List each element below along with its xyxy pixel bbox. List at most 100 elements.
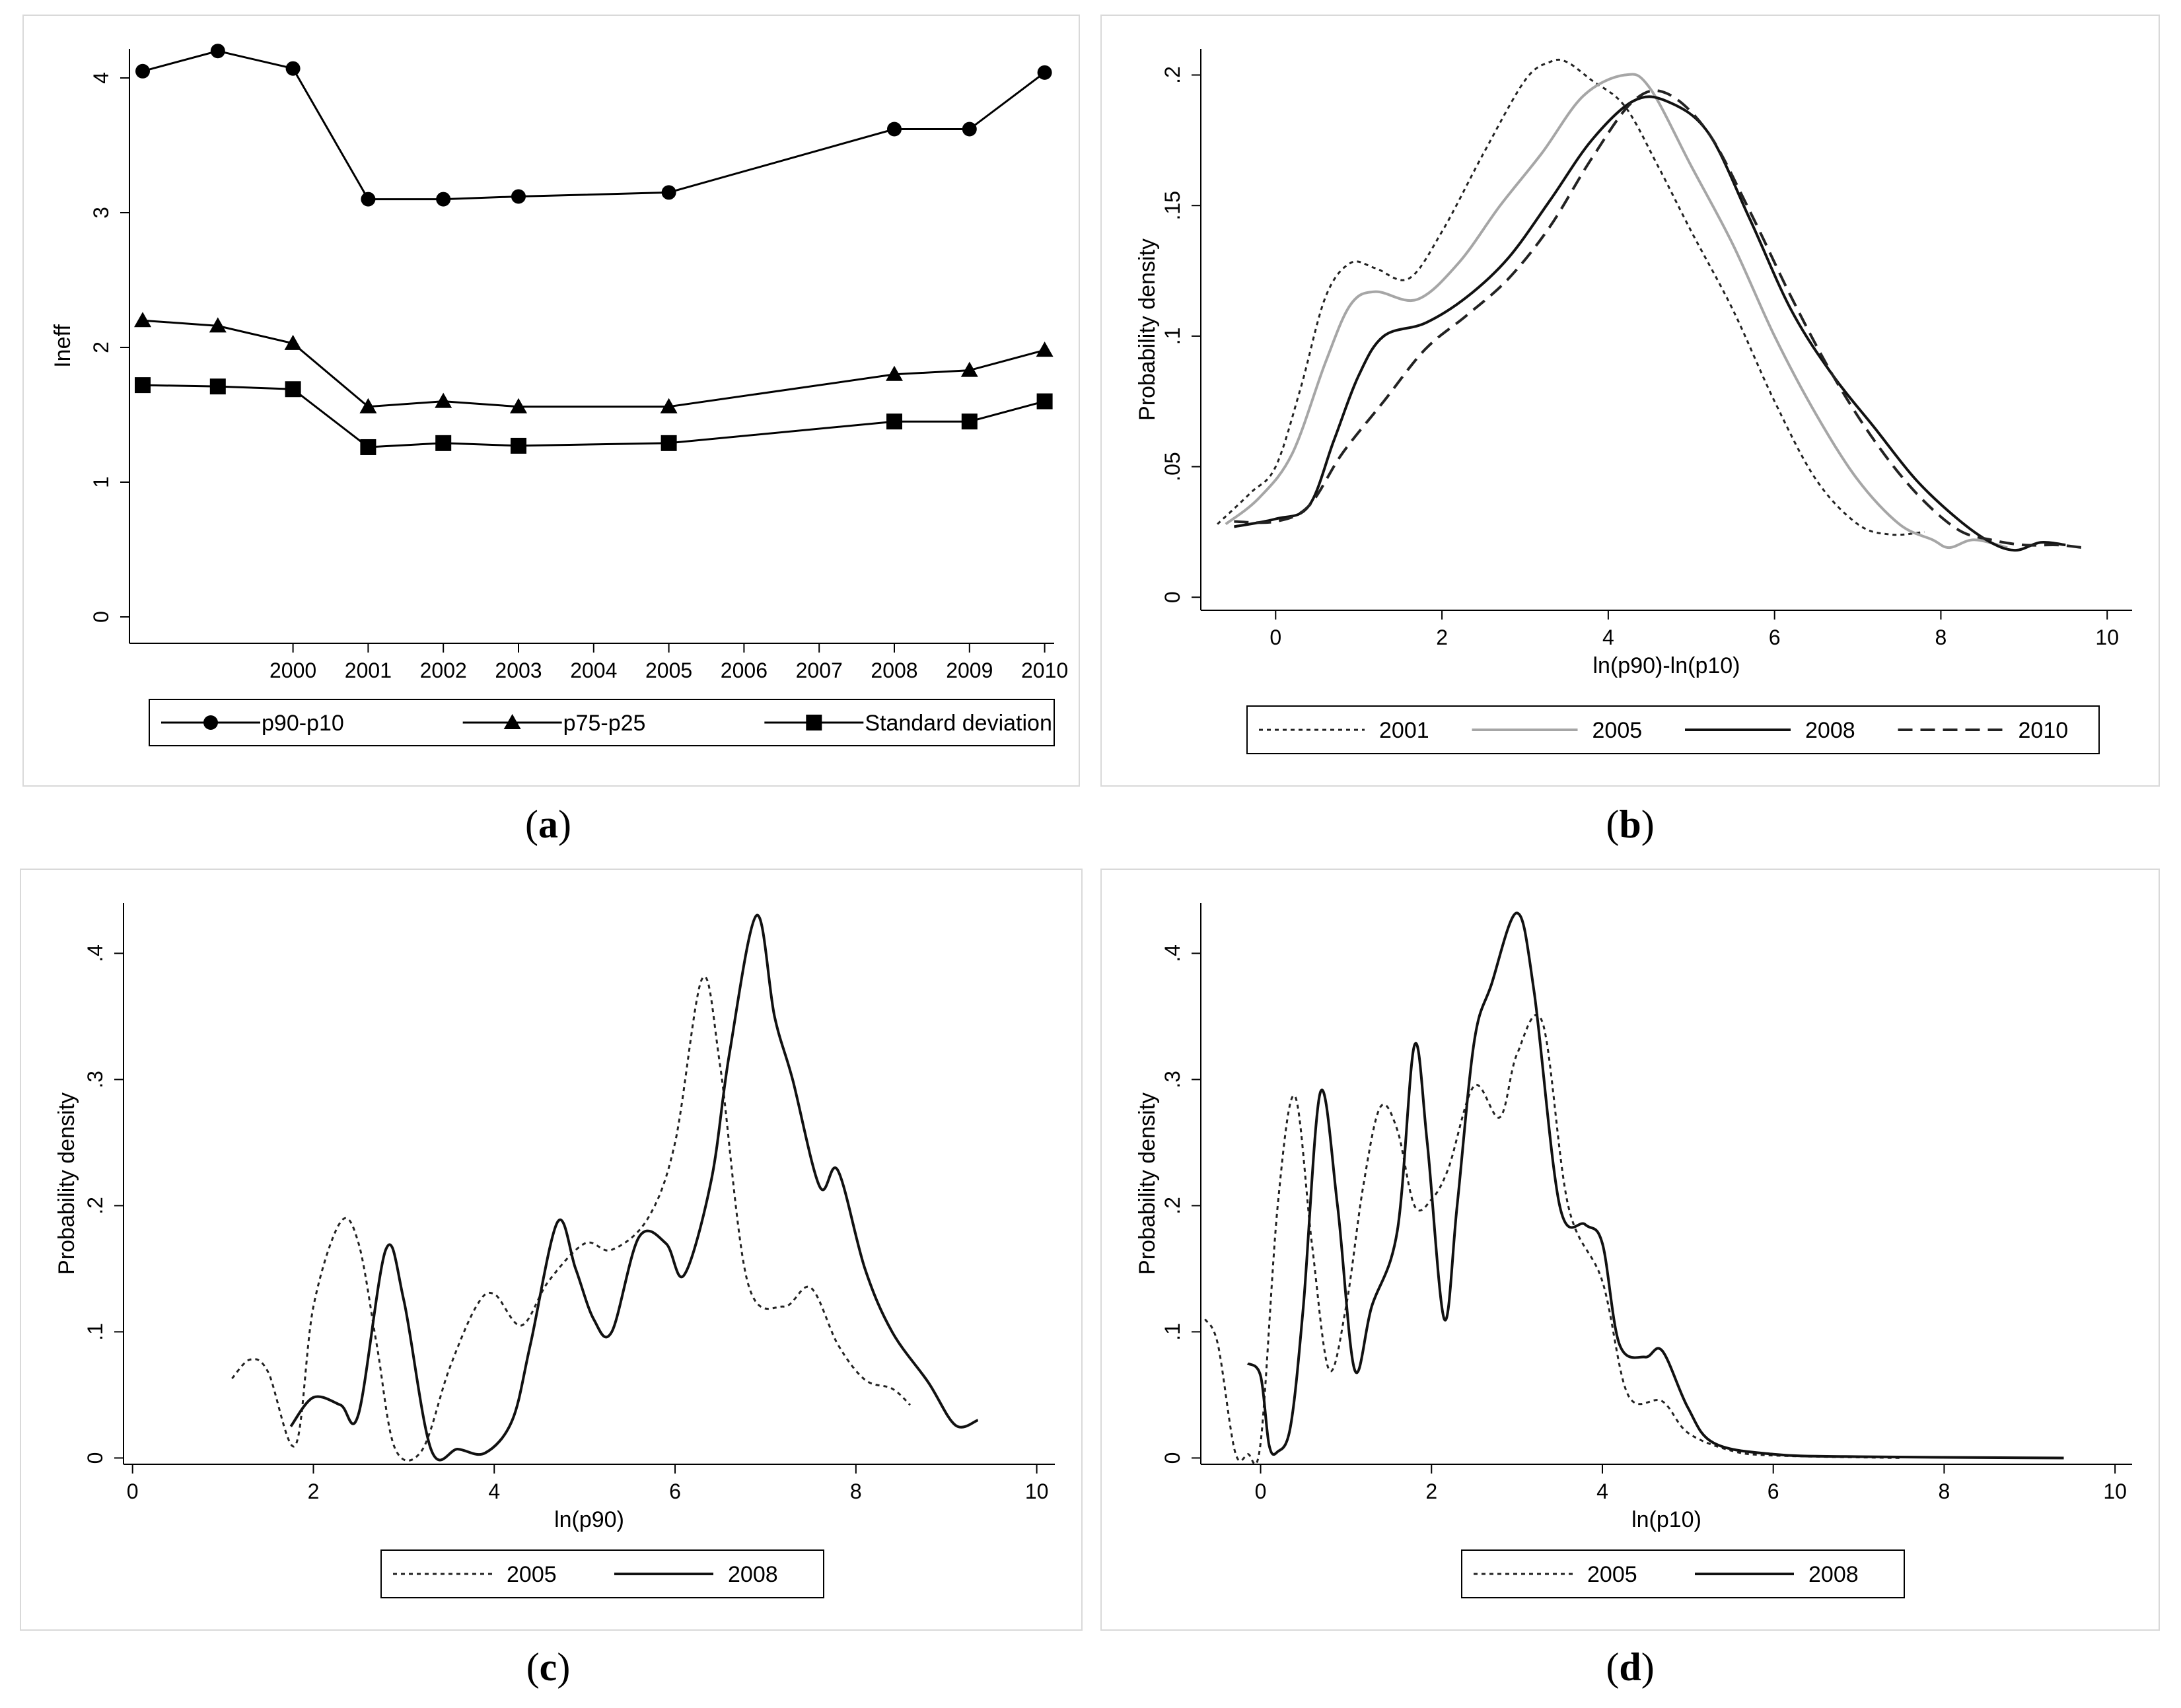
- y-tick-label: .05: [1161, 452, 1184, 481]
- x-tick-label: 8: [1935, 625, 1947, 649]
- data-point: [960, 361, 978, 377]
- y-tick-label: .1: [1161, 1323, 1184, 1341]
- x-tick-label: 2001: [345, 658, 392, 682]
- x-tick-label: 0: [1269, 625, 1281, 649]
- legend-label: p90-p10: [262, 711, 344, 736]
- legend-marker: [806, 715, 822, 730]
- x-tick-label: 4: [488, 1479, 500, 1503]
- y-tick-label: 0: [89, 611, 113, 623]
- x-tick-label: 2007: [796, 658, 843, 682]
- legend-box: [1246, 705, 2100, 754]
- x-tick-label: 2: [1436, 625, 1448, 649]
- data-point: [209, 378, 226, 395]
- panel-label-a: (a): [525, 802, 571, 846]
- data-point: [1037, 65, 1052, 80]
- x-tick-label: 6: [1768, 1479, 1779, 1503]
- data-point: [887, 122, 902, 137]
- x-axis-title: ln(p90)-ln(p10): [1593, 653, 1740, 678]
- x-axis-title: ln(p10): [1631, 1507, 1701, 1532]
- x-tick-label: 4: [1602, 625, 1614, 649]
- legend-label: 2001: [1379, 718, 1429, 743]
- chart-b-svg: 0 .05 .1 .15 .2 0 2 4 6 8 10 Probability density ln(…: [1135, 49, 2132, 754]
- x-tick-label: 6: [1769, 625, 1781, 649]
- y-tick-label: 4: [89, 72, 113, 84]
- legend-box: [1461, 1549, 1905, 1598]
- data-point: [1036, 393, 1053, 409]
- x-tick-label: 8: [850, 1479, 862, 1503]
- x-tick-label: 0: [1255, 1479, 1267, 1503]
- density-line-2001: [1217, 58, 1925, 536]
- y-tick-label: 1: [89, 476, 113, 488]
- x-tick-label: 2006: [721, 658, 768, 682]
- y-tick-label: .4: [1161, 944, 1184, 962]
- chart-d-svg: 0 .1 .2 .3 .4 0 2 4 6 8 10 Probability density ln(p1…: [1135, 903, 2132, 1598]
- data-point: [660, 398, 678, 413]
- density-line-2005: [1225, 73, 2008, 550]
- density-line-2010: [1234, 89, 2083, 550]
- x-tick-label: 10: [1025, 1479, 1049, 1503]
- data-point: [435, 392, 452, 408]
- y-tick-label: .1: [83, 1323, 107, 1341]
- x-tick-label: 2004: [570, 658, 617, 682]
- x-tick-label: 10: [2103, 1479, 2127, 1503]
- y-axis-title: Ineff: [50, 324, 75, 368]
- chart-panel-c: 0 .1 .2 .3 .4 0 2 4 6 8 10 Probability density ln(p9…: [20, 869, 1083, 1631]
- panel-label-d: (d): [1606, 1645, 1655, 1689]
- chart-c-svg: 0 .1 .2 .3 .4 0 2 4 6 8 10 Probability density ln(p9…: [54, 903, 1055, 1598]
- x-tick-label: 2000: [269, 658, 316, 682]
- legend-box: [149, 699, 1055, 746]
- y-axis-title: Probability density: [1135, 238, 1160, 421]
- y-tick-label: 3: [89, 207, 113, 219]
- data-point: [359, 398, 377, 413]
- chart-panel-a: 0 1 2 3 4 2000 2001 2002 2003 2004 2005 2006 2007 200…: [22, 15, 1080, 787]
- data-point: [510, 398, 527, 413]
- data-point: [285, 381, 301, 398]
- data-point: [209, 317, 227, 333]
- legend-label: 2008: [728, 1562, 778, 1587]
- data-point: [661, 185, 676, 200]
- legend-label: Standard deviation: [865, 711, 1052, 736]
- y-tick-label: .3: [83, 1071, 107, 1088]
- x-tick-label: 2010: [1021, 658, 1068, 682]
- legend-label: 2005: [1592, 718, 1643, 743]
- y-tick-label: .2: [1161, 66, 1184, 84]
- y-tick-label: .1: [1161, 328, 1184, 345]
- data-point: [436, 192, 451, 207]
- panel-label-b: (b): [1606, 802, 1655, 846]
- data-point: [360, 439, 376, 455]
- data-point: [886, 365, 903, 381]
- data-point: [661, 435, 677, 451]
- x-tick-label: 8: [1939, 1479, 1950, 1503]
- data-point: [886, 413, 902, 430]
- y-tick-label: .3: [1161, 1071, 1184, 1088]
- data-point: [361, 192, 376, 207]
- data-point: [135, 63, 150, 79]
- density-line-2005: [1204, 1013, 1902, 1466]
- data-point: [435, 435, 452, 451]
- data-point: [511, 437, 526, 454]
- y-tick-label: 0: [1161, 1452, 1184, 1464]
- y-axis-title: Probability density: [1135, 1092, 1160, 1275]
- x-tick-label: 2003: [495, 658, 542, 682]
- x-tick-label: 2: [308, 1479, 320, 1503]
- density-line-2008: [1246, 911, 2064, 1460]
- legend-label: p75-p25: [563, 711, 646, 736]
- x-axis-title: ln(p90): [554, 1507, 624, 1532]
- y-tick-label: 2: [89, 341, 113, 353]
- data-point: [210, 44, 225, 59]
- y-tick-label: .2: [83, 1197, 107, 1215]
- legend-label: 2010: [2019, 718, 2069, 743]
- data-point: [962, 122, 977, 137]
- x-tick-label: 2005: [645, 658, 692, 682]
- data-point: [284, 334, 302, 350]
- data-point: [134, 312, 151, 328]
- y-tick-label: .2: [1161, 1197, 1184, 1215]
- series-line: [142, 384, 1045, 448]
- chart-panel-d: 0 .1 .2 .3 .4 0 2 4 6 8 10 Probability density ln(p1…: [1100, 869, 2160, 1631]
- x-tick-label: 2009: [946, 658, 993, 682]
- data-point: [135, 377, 151, 394]
- x-tick-label: 2002: [420, 658, 467, 682]
- x-tick-label: 4: [1596, 1479, 1608, 1503]
- legend-label: 2008: [1808, 1562, 1859, 1587]
- y-tick-label: 0: [1161, 591, 1184, 603]
